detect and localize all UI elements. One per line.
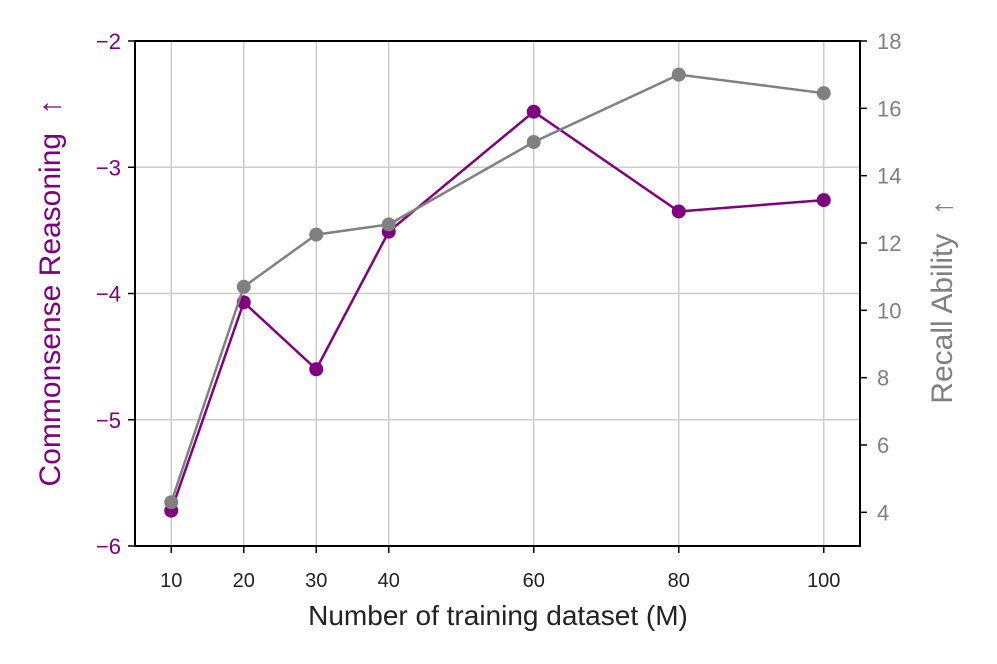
right-axis-title: Recall Ability ↑ [926,200,959,403]
commonsense-point [526,104,541,119]
x-tick-label: 60 [523,570,545,592]
commonsense-point [671,204,686,219]
left-axis-title: Commonsense Reasoning ↑ [34,100,67,487]
left-tick-label: −3 [96,155,121,180]
x-tick-label: 10 [160,570,182,592]
right-tick-label: 16 [877,96,901,121]
commonsense-line [170,110,824,512]
right-tick-label: 18 [877,29,901,54]
commonsense-point [816,193,831,208]
left-axis-label: Commonsense Reasoning [34,133,67,487]
left-tick-label: −4 [96,282,121,307]
grid-lines [135,41,860,546]
ticks-layer: 10 20 30 40 60 80 100 −6 −5 −4 −3 −2 4 6 8 10 12 14 16 18 [96,29,902,592]
left-tick-label: −2 [96,29,121,54]
right-axis-label: Recall Ability [926,234,959,404]
right-tick-label: 12 [877,231,901,256]
recall-point [526,135,541,149]
x-tick-label: 100 [807,570,840,592]
x-tick-label: 40 [378,570,400,592]
x-tick-label: 20 [233,570,255,592]
recall-point [309,227,324,242]
series-layer [164,67,831,518]
right-tick-label: 6 [877,433,889,458]
right-tick-label: 10 [877,298,901,323]
commonsense-point [309,362,324,377]
x-tick-label: 30 [305,570,327,592]
recall-line [170,73,824,503]
left-axis-arrow: ↑ [34,100,67,115]
x-tick-label: 80 [668,570,690,592]
left-tick-label: −5 [96,408,121,433]
right-axis-arrow: ↑ [926,200,959,215]
right-tick-label: 14 [877,164,901,189]
left-tick-label: −6 [96,534,121,559]
recall-point [816,86,831,101]
right-tick-label: 8 [877,366,889,391]
recall-point [381,217,396,232]
x-axis-title: Number of training dataset (M) [308,600,688,631]
recall-point [671,67,686,82]
right-tick-label: 4 [877,500,889,525]
recall-point [164,495,179,510]
recall-point [236,279,251,294]
